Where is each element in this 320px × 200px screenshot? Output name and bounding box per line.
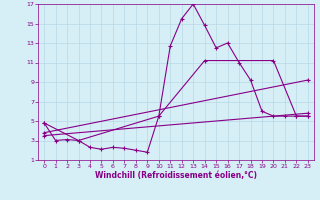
X-axis label: Windchill (Refroidissement éolien,°C): Windchill (Refroidissement éolien,°C) <box>95 171 257 180</box>
